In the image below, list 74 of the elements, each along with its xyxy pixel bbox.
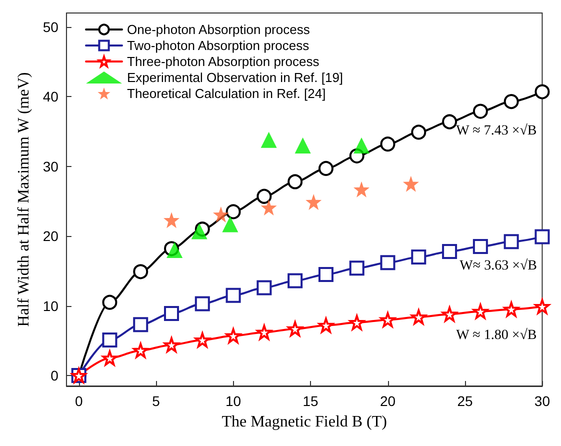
point: [222, 216, 238, 232]
point: [380, 255, 396, 270]
point: [256, 188, 272, 204]
point: [166, 242, 183, 258]
point: [318, 266, 334, 282]
y-axis-title: Half Width at Half Maximum W (meV): [16, 72, 32, 327]
legend-label: Experimental Observation in Ref. [19]: [127, 70, 344, 85]
legend-label: Theoretical Calculation in Ref. [24]: [127, 86, 326, 101]
point: [288, 174, 303, 190]
point: [288, 321, 303, 336]
point: [411, 124, 426, 140]
point: [504, 234, 519, 250]
point: [442, 244, 458, 259]
legend-label: Two-photon Absorption process: [127, 38, 310, 53]
point: [194, 332, 210, 348]
point: [380, 312, 396, 328]
point: [260, 200, 277, 216]
x-tick-label: 15: [302, 393, 319, 409]
point: [472, 104, 488, 119]
legend-label: One-photon Absorption process: [127, 22, 310, 37]
x-tick-label: 30: [534, 393, 550, 409]
point: [294, 137, 311, 154]
y-tick-label: 0: [50, 368, 59, 384]
y-tick-label: 20: [42, 228, 59, 244]
point: [102, 294, 118, 310]
point: [256, 280, 272, 296]
point: [164, 212, 180, 228]
y-tick-label: 40: [42, 88, 59, 105]
point: [353, 181, 370, 198]
point: [534, 84, 550, 100]
point: [288, 273, 303, 288]
point: [504, 94, 519, 110]
point: [349, 260, 364, 276]
point: [318, 160, 334, 176]
point: [194, 296, 210, 312]
point: [380, 136, 396, 152]
point: [164, 306, 180, 321]
x-tick-label: 20: [380, 393, 396, 409]
annotation: W ≈ 1.80 ×√B: [456, 327, 537, 344]
point: [353, 137, 370, 154]
y-tick-label: 50: [42, 18, 59, 35]
x-tick-label: 10: [226, 393, 242, 409]
annotation: W≈ 3.63 ×√B: [460, 257, 538, 274]
x-axis-title: The Magnetic Field B (T): [222, 414, 387, 430]
point: [102, 332, 118, 348]
point: [472, 304, 488, 319]
point: [442, 306, 458, 322]
x-tick-label: 0: [74, 393, 83, 409]
point: [191, 223, 208, 240]
x-tick-label: 25: [457, 393, 473, 409]
point: [442, 114, 458, 130]
point: [411, 250, 426, 265]
point: [318, 318, 334, 333]
point: [226, 328, 241, 344]
point: [306, 194, 322, 210]
y-tick-label: 10: [42, 298, 59, 314]
point: [133, 264, 148, 280]
point: [226, 204, 241, 220]
legend-label: Three-photon Absorption process: [127, 54, 320, 69]
point: [212, 206, 229, 222]
point: [164, 337, 180, 352]
point: [504, 302, 519, 317]
point: [256, 324, 272, 340]
point: [133, 342, 148, 358]
point: [133, 317, 148, 332]
annotation: W ≈ 7.43 ×√B: [456, 122, 537, 138]
point: [472, 239, 488, 254]
y-tick-label: 30: [42, 158, 59, 174]
point: [260, 132, 277, 148]
point: [402, 176, 419, 192]
point: [226, 288, 241, 303]
x-tick-label: 5: [152, 393, 160, 409]
point: [534, 229, 550, 244]
point: [411, 309, 426, 324]
